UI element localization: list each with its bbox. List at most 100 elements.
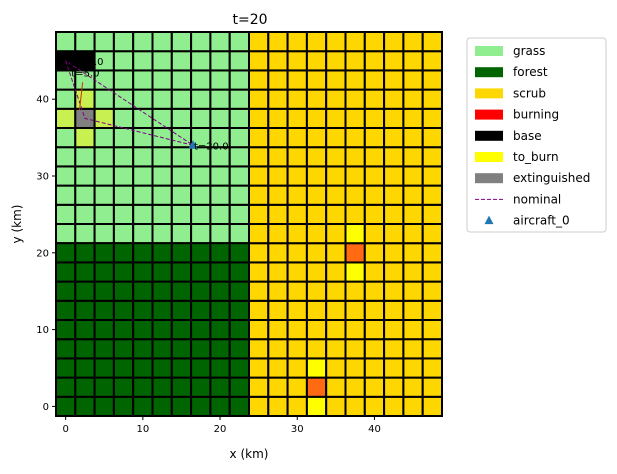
cell-scrub — [421, 376, 444, 398]
cell-scrub — [344, 376, 366, 398]
cell-grass — [74, 146, 96, 168]
cell-scrub — [248, 376, 270, 398]
cell-forest — [190, 280, 212, 302]
cell-scrub — [305, 203, 328, 226]
cell-scrub — [267, 50, 289, 72]
cell-grass — [190, 184, 212, 206]
legend-box — [466, 37, 607, 233]
cell-grass — [170, 69, 193, 91]
cell-scrub — [305, 261, 328, 283]
cell-forest — [74, 338, 96, 360]
cell-scrub — [402, 146, 424, 168]
cell-grass — [112, 50, 135, 72]
cell-grass — [74, 184, 96, 206]
cell-forest — [170, 376, 193, 398]
cell-forest — [151, 357, 173, 379]
cell-scrub — [248, 299, 270, 321]
cell-scrub — [344, 319, 366, 341]
cell-forest — [209, 319, 231, 341]
cell-forest — [228, 261, 250, 283]
cell-scrub — [305, 69, 328, 91]
cell-scrub — [267, 31, 289, 53]
cell-scrub — [402, 69, 424, 91]
cell-grass — [228, 127, 250, 149]
cell-grass — [170, 107, 193, 130]
cell-scrub — [383, 261, 405, 283]
y-axis-label: y (km) — [10, 205, 24, 244]
cell-scrub — [421, 146, 444, 168]
cell-scrub — [286, 165, 308, 187]
cell-forest — [151, 261, 173, 283]
cell-scrub — [286, 107, 308, 130]
cell-scrub — [383, 299, 405, 321]
cell-forest — [228, 242, 250, 264]
cell-scrub — [248, 357, 270, 379]
cell-grass — [112, 146, 135, 168]
cell-scrub — [383, 203, 405, 226]
cell-forest — [55, 357, 77, 379]
cell-forest — [170, 242, 193, 264]
cell-scrub — [421, 50, 444, 72]
cell-grass — [170, 88, 193, 110]
cell-forest — [74, 280, 96, 302]
annotation-label: t=5.0 — [71, 68, 99, 79]
cell-scrub — [363, 338, 386, 360]
cell-scrub — [421, 299, 444, 321]
cell-scrub — [363, 127, 386, 149]
cell-grass — [112, 184, 135, 206]
cell-forest — [209, 338, 231, 360]
cell-scrub — [325, 280, 347, 302]
cell-scrub — [402, 127, 424, 149]
y-tick-label: 10 — [36, 325, 49, 336]
cell-grass — [74, 223, 96, 245]
cell-grass — [55, 223, 77, 245]
x-tick-label: 10 — [136, 424, 149, 435]
cell-forest — [112, 261, 135, 283]
cell-scrub — [344, 338, 366, 360]
cell-scrub — [344, 127, 366, 149]
cell-grass — [170, 203, 193, 226]
y-tick-label: 30 — [36, 172, 49, 183]
cell-scrub — [344, 146, 366, 168]
cell-scrub — [267, 223, 289, 245]
cell-scrub — [421, 395, 444, 417]
cell-scrub — [286, 88, 308, 110]
cell-scrub — [305, 223, 328, 245]
cell-forest — [112, 299, 135, 321]
cell-scrub — [383, 242, 405, 264]
cell-scrub — [267, 242, 289, 264]
cell-scrub — [286, 319, 308, 341]
cell-forest — [93, 319, 115, 341]
cell-scrub — [248, 203, 270, 226]
cell-grass — [228, 69, 250, 91]
cell-grass — [93, 88, 115, 110]
cell-forest — [170, 280, 193, 302]
cell-forest — [55, 242, 77, 264]
cell-grass — [190, 165, 212, 187]
cell-scrub — [325, 242, 347, 264]
cell-forest — [112, 395, 135, 417]
cell-forest — [132, 280, 154, 302]
cell-scrub — [402, 395, 424, 417]
cell-forest — [112, 319, 135, 341]
legend-swatch-grass — [475, 46, 503, 56]
legend-label: base — [513, 129, 542, 143]
cell-scrub — [363, 184, 386, 206]
cell-scrub — [248, 280, 270, 302]
cell-forest — [170, 357, 193, 379]
cell-grass — [190, 31, 212, 53]
x-tick-label: 30 — [291, 424, 304, 435]
cell-grass — [209, 203, 231, 226]
cell-grass — [170, 184, 193, 206]
cell-scrub — [402, 376, 424, 398]
cell-forest — [209, 242, 231, 264]
aircraft-layer — [188, 140, 198, 149]
cell-scrub — [383, 280, 405, 302]
cell-grass — [132, 69, 154, 91]
nominal-path-line — [65, 60, 194, 146]
cell-grass — [93, 203, 115, 226]
cell-forest — [228, 319, 250, 341]
cell-scrub — [383, 338, 405, 360]
axes: 0 10 20 30 40 0 10 20 30 40 — [36, 31, 443, 435]
